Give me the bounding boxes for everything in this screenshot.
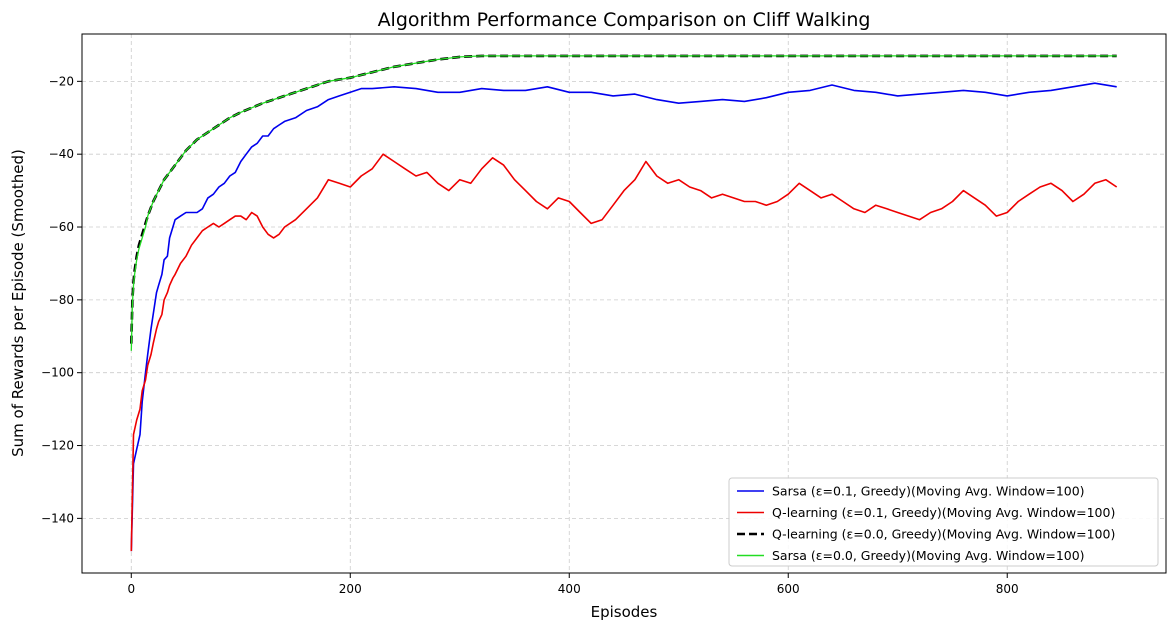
y-tick-label: −140 [41,511,74,525]
y-tick-label: −60 [49,220,74,234]
y-tick-label: −100 [41,366,74,380]
legend-entry-0: Sarsa (ε=0.1, Greedy)(Moving Avg. Window… [772,484,1085,499]
series-layer [130,54,1118,552]
y-tick-label: −80 [49,293,74,307]
chart-title: Algorithm Performance Comparison on Clif… [378,9,871,31]
x-tick-label: 400 [558,582,581,596]
y-tick-label: −120 [41,439,74,453]
ticks: 0 200 400 600 800 −140 −120 −100 −80 −60 −40 −20 [41,74,1019,596]
x-axis-label: Episodes [591,603,658,621]
y-tick-label: −20 [49,74,74,88]
legend-box [728,477,1159,567]
x-tick-label: 0 [127,582,135,596]
legend: Sarsa (ε=0.1, Greedy)(Moving Avg. Window… [728,477,1159,567]
plot-frame [81,33,1167,574]
series-line-3 [130,55,1117,351]
y-axis-label: Sum of Rewards per Episode (Smoothed) [9,149,27,457]
y-tick-label: −40 [49,147,74,161]
x-tick-label: 800 [996,582,1019,596]
x-tick-label: 600 [777,582,800,596]
legend-entry-3: Sarsa (ε=0.0, Greedy)(Moving Avg. Window… [772,548,1085,563]
series-line-1 [130,153,1118,552]
legend-entry-1: Q-learning (ε=0.1, Greedy)(Moving Avg. W… [772,505,1115,520]
legend-entry-2: Q-learning (ε=0.0, Greedy)(Moving Avg. W… [772,527,1115,542]
series-line-0 [130,82,1117,552]
x-tick-label: 200 [339,582,362,596]
